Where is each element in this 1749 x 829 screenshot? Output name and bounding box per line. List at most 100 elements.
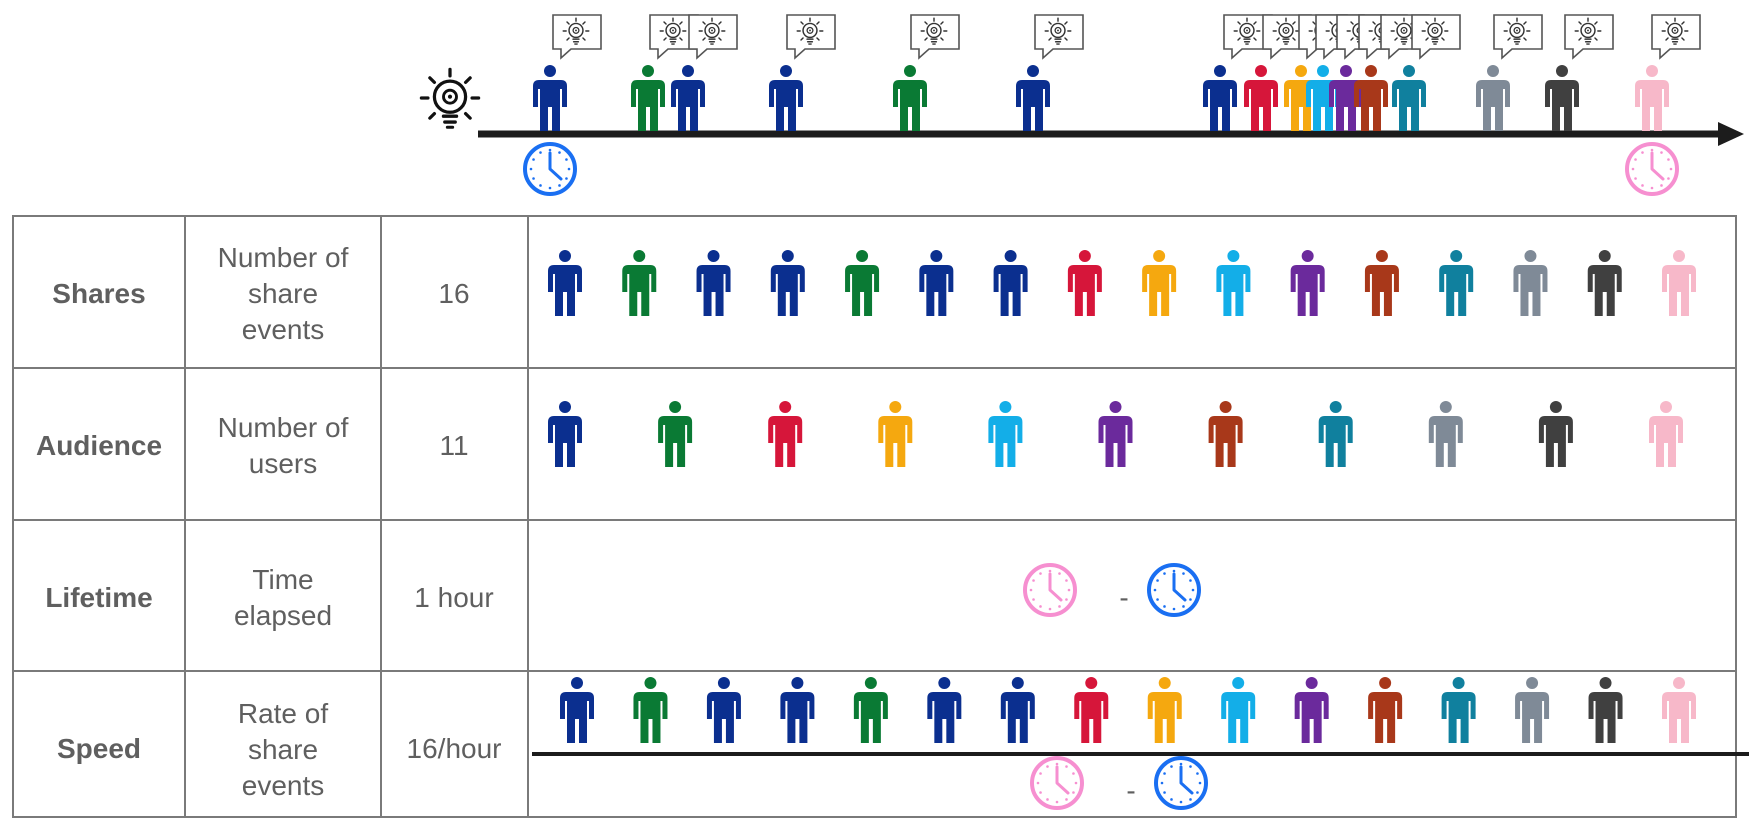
row-audience-people [548,401,1683,467]
lightbulb-icon [1272,17,1300,45]
row-audience-value: 11 [439,430,468,461]
speech-bubble-idea-icon [649,14,699,60]
person-icon [1290,250,1325,316]
person-icon [622,250,657,316]
minus-operator: - [1119,582,1128,613]
person-icon [1147,677,1182,743]
clock-icon [1625,142,1679,196]
clock-icon [1030,756,1084,810]
row-lifetime-formula [1023,563,1201,617]
row-speed-metric: Speed [57,733,141,764]
person-icon [1662,250,1696,316]
person-icon [548,250,582,316]
row-lifetime-desc-line: Time [252,564,313,595]
person-icon [893,65,927,131]
speech-bubble-idea-icon [1034,14,1084,60]
row-shares-desc-line: events [242,314,325,345]
clock-icon [1154,756,1208,810]
person-icon [1208,401,1243,467]
lightbulb-icon [1574,17,1602,45]
lightbulb-icon [920,17,948,45]
person-icon [1476,65,1510,131]
person-icon [1000,677,1035,743]
person-icon [769,65,803,131]
person-icon [631,65,665,131]
row-speed-desc-line: Rate of [238,698,328,729]
person-icon [1016,65,1050,131]
row-shares-desc-line: share [248,278,318,309]
speech-bubble-idea-icon [688,14,738,60]
person-icon [770,250,805,316]
person-icon [1392,65,1426,131]
row-audience-desc-line: users [249,448,317,479]
row-audience-desc-line: Number of [218,412,349,443]
person-icon [1074,677,1109,743]
row-shares-people [548,250,1696,316]
person-icon [1368,677,1403,743]
speech-bubble-idea-icon [1411,14,1461,60]
person-icon [1142,250,1177,316]
person-icon [1306,65,1340,131]
lightbulb-icon [562,17,590,45]
row-audience-metric: Audience [36,430,162,461]
lightbulb-icon [419,67,481,129]
row-speed-value: 16/hour [407,733,502,764]
minus-operator: - [1126,775,1135,806]
row-speed-people [560,677,1696,743]
person-icon [548,401,582,467]
person-icon [768,401,803,467]
row-shares-value: 16 [438,278,469,309]
clock-icon [1023,563,1077,617]
person-icon [1203,65,1237,131]
person-icon [1662,677,1696,743]
person-icon [1216,250,1251,316]
person-icon [1318,401,1353,467]
speech-bubble-idea-icon [1651,14,1701,60]
person-icon [671,65,705,131]
person-icon [919,250,954,316]
person-icon [1538,401,1573,467]
row-lifetime-value: 1 hour [414,582,493,613]
row-speed-desc-line: events [242,770,325,801]
person-icon [1294,677,1329,743]
lightbulb-icon [1421,17,1449,45]
lightbulb-icon [698,17,726,45]
person-icon [878,401,913,467]
lightbulb-icon [1233,17,1261,45]
person-icon [533,65,567,131]
person-icon [1244,65,1278,131]
speech-bubble-idea-icon [1564,14,1614,60]
row-speed-desc-line: share [248,734,318,765]
row-shares-desc-line: Number of [218,242,349,273]
person-icon [1635,65,1669,131]
lightbulb-icon [796,17,824,45]
speech-bubble-idea-icon [786,14,836,60]
person-icon [927,677,962,743]
share-timeline [419,14,1744,196]
person-icon [1221,677,1256,743]
speech-bubble-idea-icon [1493,14,1543,60]
person-icon [853,677,888,743]
person-icon [1284,65,1318,131]
person-icon [696,250,731,316]
lightbulb-icon [1044,17,1072,45]
person-icon [560,677,594,743]
person-icon [1513,250,1548,316]
person-icon [845,250,880,316]
person-icon [1067,250,1102,316]
person-icon [1441,677,1476,743]
clock-icon [523,142,577,196]
person-icon [1545,65,1579,131]
person-icon [1587,250,1622,316]
person-icon [1428,401,1463,467]
time-axis-arrowhead [1718,122,1744,146]
person-icon [1364,250,1399,316]
person-icon [706,677,741,743]
person-icon [1515,677,1550,743]
person-icon [993,250,1028,316]
lightbulb-icon [659,17,687,45]
metrics-table: Shares Number of share events 16 Audienc… [12,215,1749,818]
speech-bubble-idea-icon [552,14,602,60]
person-icon [1649,401,1683,467]
